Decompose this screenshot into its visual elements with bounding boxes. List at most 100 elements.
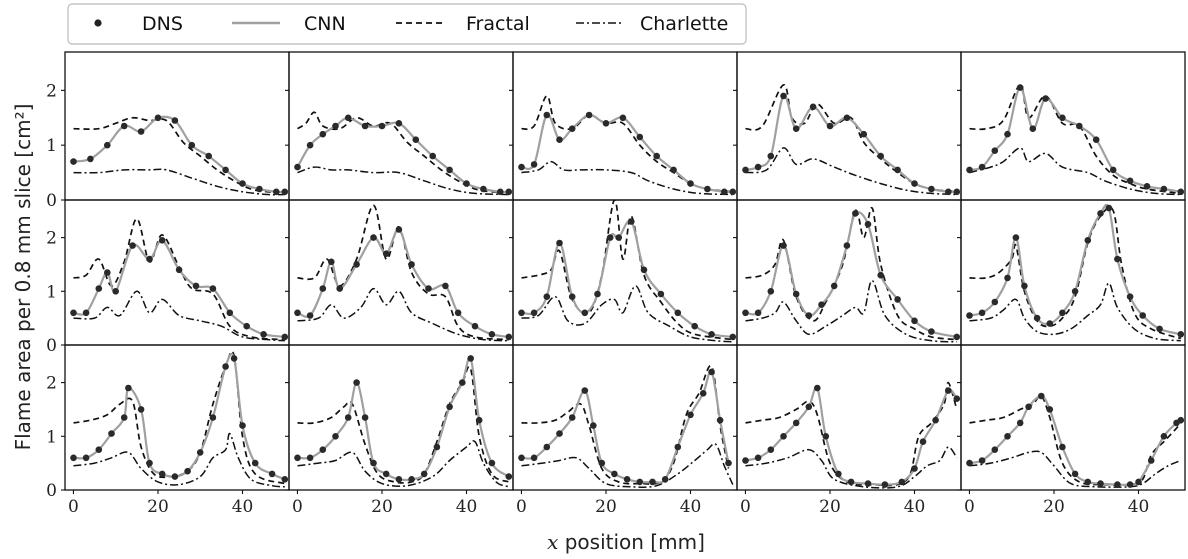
series-line-charlette [297, 440, 510, 488]
dns-point [636, 478, 644, 486]
dns-point [125, 384, 132, 392]
dns-point [243, 322, 250, 330]
dns-point [691, 322, 698, 330]
dns-point [991, 298, 999, 306]
legend-label-fractal: Fractal [466, 13, 530, 35]
dns-point [205, 152, 212, 160]
panel-frame [512, 51, 738, 201]
dns-point [556, 136, 563, 143]
dns-point [256, 185, 263, 193]
dns-point [1097, 480, 1104, 487]
dns-point [158, 470, 166, 478]
dns-point [412, 136, 420, 143]
dns-point [636, 133, 644, 141]
dns-point [395, 226, 403, 233]
series-line-cnn [73, 239, 285, 338]
dns-point [894, 166, 901, 174]
dns-point [1025, 403, 1032, 411]
dns-point [353, 379, 360, 386]
dns-point [767, 288, 775, 295]
series-line-fractal [521, 200, 733, 341]
dns-point [966, 459, 973, 467]
panel [61, 51, 290, 201]
dns-point [146, 255, 153, 263]
dns-point [395, 476, 403, 483]
dns-point [336, 285, 344, 292]
panel [285, 344, 514, 494]
series-line-charlette [521, 160, 733, 196]
dns-point [640, 266, 648, 274]
dns-point [581, 309, 589, 317]
y-tick-label: 1 [46, 427, 57, 447]
dns-point [780, 242, 787, 249]
series-line-fractal [521, 95, 733, 193]
panel-frame [64, 51, 290, 201]
dns-point [674, 443, 682, 451]
dns-point [1139, 312, 1146, 319]
dns-point [822, 433, 830, 440]
panel-plot-area [966, 84, 1185, 196]
dns-point [112, 288, 119, 295]
dns-point [754, 309, 762, 317]
dns-point [433, 443, 441, 451]
dns-point [1084, 478, 1092, 486]
dns-point [674, 309, 682, 317]
dns-point [104, 269, 111, 276]
dns-point [192, 282, 200, 290]
dns-point [446, 403, 453, 411]
y-tick-label: 2 [46, 374, 57, 394]
dns-point [137, 406, 145, 413]
series-line-cnn [969, 86, 1181, 193]
dns-point [1092, 136, 1100, 143]
dns-point [911, 317, 918, 325]
dns-point [1084, 237, 1092, 244]
dns-point [852, 210, 859, 217]
dns-point [792, 419, 800, 427]
dns-point [649, 478, 656, 486]
dns-point [505, 473, 513, 480]
dns-point [1029, 125, 1037, 132]
panel-plot-area [70, 114, 289, 196]
dns-point [1004, 433, 1011, 440]
panel-plot-area [742, 84, 961, 196]
series-line-cnn [969, 203, 1182, 336]
x-tick-label: 0 [740, 497, 751, 517]
series-line-cnn [745, 211, 958, 338]
dns-point [446, 166, 453, 174]
dns-point [1105, 204, 1113, 212]
panel-plot-area [742, 207, 961, 343]
panel [733, 51, 962, 201]
series-line-charlette [297, 287, 509, 342]
dns-point [805, 403, 813, 411]
x-tick-label: 20 [819, 497, 841, 517]
x-axis-label-text: position [mm] [558, 530, 705, 554]
dns-point [894, 296, 901, 303]
dns-point [598, 459, 606, 467]
y-tick-label: 0 [46, 481, 57, 501]
dns-point [294, 309, 301, 317]
dns-point [716, 416, 724, 424]
dns-point [1016, 84, 1024, 91]
x-tick-label: 0 [964, 497, 975, 517]
panel-frame [64, 199, 290, 346]
x-tick-label: 20 [595, 497, 617, 517]
dns-point [171, 117, 179, 124]
dns-point [860, 130, 868, 138]
legend-marker-dns [94, 19, 102, 27]
panel-plot-area [518, 95, 737, 196]
dns-point [991, 147, 999, 154]
dns-point [881, 481, 889, 488]
x-tick-label: 0 [292, 497, 303, 517]
panel-plot-area [966, 392, 1185, 488]
panel-frame [960, 51, 1186, 201]
dns-point [1114, 255, 1121, 263]
dns-point [530, 309, 538, 317]
dns-point [864, 480, 872, 487]
y-tick-label: 1 [46, 136, 57, 156]
dns-point [1143, 183, 1151, 190]
series-line-cnn [521, 370, 730, 484]
dns-point [518, 309, 525, 317]
dns-point [319, 285, 327, 292]
dns-point [725, 459, 732, 467]
